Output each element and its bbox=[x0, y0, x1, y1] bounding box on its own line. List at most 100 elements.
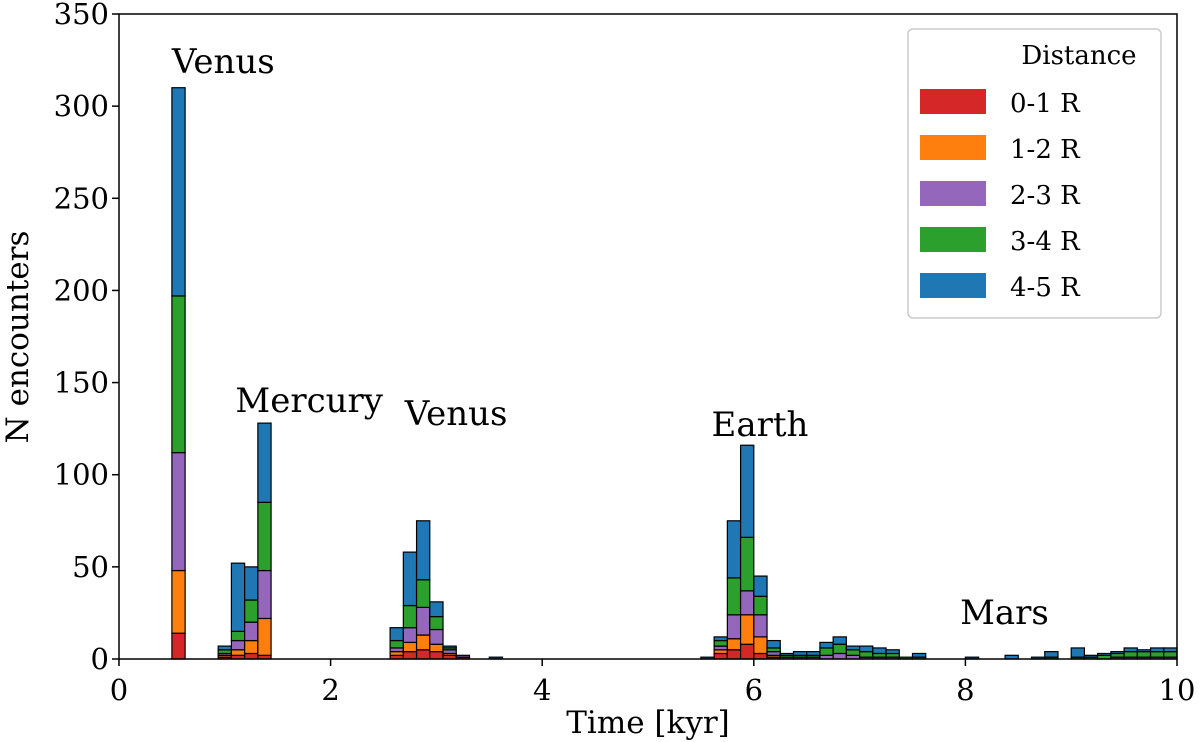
bar-segment-3-4r-bin-14 bbox=[726, 577, 742, 616]
bar-segment-4-5r-bin-24 bbox=[858, 645, 874, 653]
bar-segment-4-5r-bin-16 bbox=[753, 575, 768, 597]
legend-swatch bbox=[920, 273, 986, 298]
bar-segment-4-5r-bin-20 bbox=[806, 651, 821, 656]
bar-segment-3-4r-bin-5 bbox=[389, 639, 404, 649]
x-tick-label: 0 bbox=[110, 673, 128, 707]
annotation-earth: Earth bbox=[712, 405, 809, 445]
y-tick-label: 300 bbox=[54, 89, 109, 123]
bar-segment-4-5r-bin-32 bbox=[1044, 651, 1059, 658]
annotation-venus: Venus bbox=[404, 394, 508, 434]
x-axis-title: Time [kyr] bbox=[566, 705, 730, 741]
bar-segment-0-1r-bin-14 bbox=[726, 649, 742, 660]
bar-segment-3-4r-bin-24 bbox=[858, 651, 874, 658]
annotations: Venus Mercury Venus Earth Mars bbox=[171, 42, 1049, 633]
y-tick-label: 50 bbox=[72, 550, 109, 584]
bar-segment-4-5r-bin-37 bbox=[1123, 647, 1138, 653]
y-tick-label: 350 bbox=[54, 0, 109, 31]
x-tick-label: 10 bbox=[1159, 673, 1196, 707]
bar-segment-2-3r-bin-8 bbox=[429, 628, 444, 645]
bar-segment-3-4r-bin-38 bbox=[1136, 651, 1152, 658]
legend-swatch bbox=[920, 227, 986, 252]
bar-segment-2-3r-bin-7 bbox=[415, 606, 431, 636]
bar-segment-4-5r-bin-15 bbox=[739, 444, 755, 538]
annotation-mercury: Mercury bbox=[235, 381, 383, 421]
bar-segment-4-5r-bin-17 bbox=[766, 639, 781, 649]
legend-label: 0-1 R bbox=[1010, 89, 1081, 119]
bar-segment-4-5r-bin-4 bbox=[257, 422, 272, 503]
bar-segment-2-3r-bin-14 bbox=[726, 614, 742, 640]
bar-segment-3-4r-bin-4 bbox=[257, 501, 272, 572]
bar-segment-4-5r-bin-39 bbox=[1149, 647, 1165, 653]
bar-segment-2-3r-bin-10 bbox=[455, 654, 471, 658]
bar-segment-4-5r-bin-33 bbox=[1070, 647, 1086, 658]
bar-segment-2-3r-bin-16 bbox=[753, 614, 768, 638]
bar-segment-3-4r-bin-13 bbox=[713, 639, 728, 647]
x-tick-label: 4 bbox=[533, 673, 551, 707]
bar-segment-4-5r-bin-3 bbox=[244, 566, 259, 601]
bar-segment-4-5r-bin-9 bbox=[442, 645, 457, 649]
bar-segment-0-1r-bin-16 bbox=[753, 652, 768, 660]
bar-segment-1-2r-bin-7 bbox=[415, 634, 431, 651]
y-tick-label: 100 bbox=[54, 458, 109, 492]
bar-segment-3-4r-bin-22 bbox=[832, 643, 847, 655]
bar-segment-3-4r-bin-3 bbox=[244, 599, 259, 623]
bar-segment-3-4r-bin-40 bbox=[1163, 651, 1178, 658]
bar-segment-4-5r-bin-7 bbox=[415, 520, 431, 581]
y-tick-label: 150 bbox=[54, 366, 109, 400]
legend-label: 3-4 R bbox=[1010, 227, 1081, 257]
bar-segment-3-4r-bin-0 bbox=[171, 295, 186, 454]
bar-segment-4-5r-bin-18 bbox=[779, 652, 795, 656]
bar-segment-4-5r-bin-23 bbox=[845, 645, 861, 651]
bar-segment-1-2r-bin-16 bbox=[753, 636, 768, 655]
bar-segment-4-5r-bin-2 bbox=[230, 562, 246, 632]
bar-segment-1-2r-bin-8 bbox=[429, 643, 444, 653]
bar-segment-0-1r-bin-13 bbox=[713, 652, 728, 660]
legend-label: 2-3 R bbox=[1010, 181, 1081, 211]
bar-segment-2-3r-bin-0 bbox=[171, 452, 186, 572]
legend-title: Distance bbox=[1021, 41, 1136, 71]
bar-segment-3-4r-bin-21 bbox=[819, 647, 834, 656]
bar-segment-4-5r-bin-19 bbox=[792, 651, 808, 656]
legend-swatch bbox=[920, 135, 986, 160]
bar-segment-3-4r-bin-2 bbox=[230, 630, 246, 642]
bar-segment-4-5r-bin-40 bbox=[1163, 647, 1178, 653]
bar-segment-3-4r-bin-16 bbox=[753, 595, 768, 616]
bar-segment-4-5r-bin-22 bbox=[832, 636, 847, 645]
legend-label: 1-2 R bbox=[1010, 135, 1081, 165]
bar-segment-0-1r-bin-0 bbox=[171, 632, 186, 660]
bar-segment-3-4r-bin-8 bbox=[429, 616, 444, 631]
bar-segment-4-5r-bin-25 bbox=[872, 647, 887, 655]
bar-segment-4-5r-bin-8 bbox=[429, 601, 444, 618]
bar-segment-4-5r-bin-28 bbox=[911, 652, 927, 658]
bar-segment-4-5r-bin-34 bbox=[1083, 654, 1099, 658]
bar-segment-4-5r-bin-0 bbox=[171, 87, 186, 297]
annotation-venus: Venus bbox=[171, 42, 275, 82]
bar-segment-4-5r-bin-13 bbox=[713, 636, 728, 642]
y-tick-label: 0 bbox=[91, 642, 109, 676]
bar-segment-2-3r-bin-2 bbox=[230, 639, 246, 651]
bar-segment-1-2r-bin-14 bbox=[726, 638, 742, 651]
bar-segment-3-4r-bin-6 bbox=[402, 604, 418, 629]
y-tick-label: 250 bbox=[54, 181, 109, 215]
bar-segment-1-2r-bin-6 bbox=[402, 641, 418, 653]
bar-segment-4-5r-bin-6 bbox=[402, 551, 418, 607]
bar-segment-3-4r-bin-39 bbox=[1149, 651, 1165, 658]
y-tick-label: 200 bbox=[54, 273, 109, 307]
annotation-mars: Mars bbox=[960, 593, 1049, 633]
bar-segment-4-5r-bin-36 bbox=[1110, 651, 1125, 655]
legend-swatch bbox=[920, 181, 986, 206]
bar-segment-3-4r-bin-15 bbox=[739, 536, 755, 592]
bar-segment-2-3r-bin-4 bbox=[257, 569, 272, 620]
bar-segment-2-3r-bin-22 bbox=[832, 652, 847, 660]
legend-label: 4-5 R bbox=[1010, 273, 1081, 303]
bar-segment-1-2r-bin-2 bbox=[230, 649, 246, 656]
bar-segment-4-5r-bin-5 bbox=[389, 627, 404, 642]
bar-segment-4-5r-bin-26 bbox=[885, 649, 900, 655]
bar-segment-4-5r-bin-35 bbox=[1097, 652, 1112, 656]
bar-segment-0-1r-bin-3 bbox=[244, 652, 259, 660]
bar-segment-1-2r-bin-15 bbox=[739, 614, 755, 645]
bar-segment-3-4r-bin-7 bbox=[415, 579, 431, 609]
bar-segment-1-2r-bin-3 bbox=[244, 639, 259, 655]
